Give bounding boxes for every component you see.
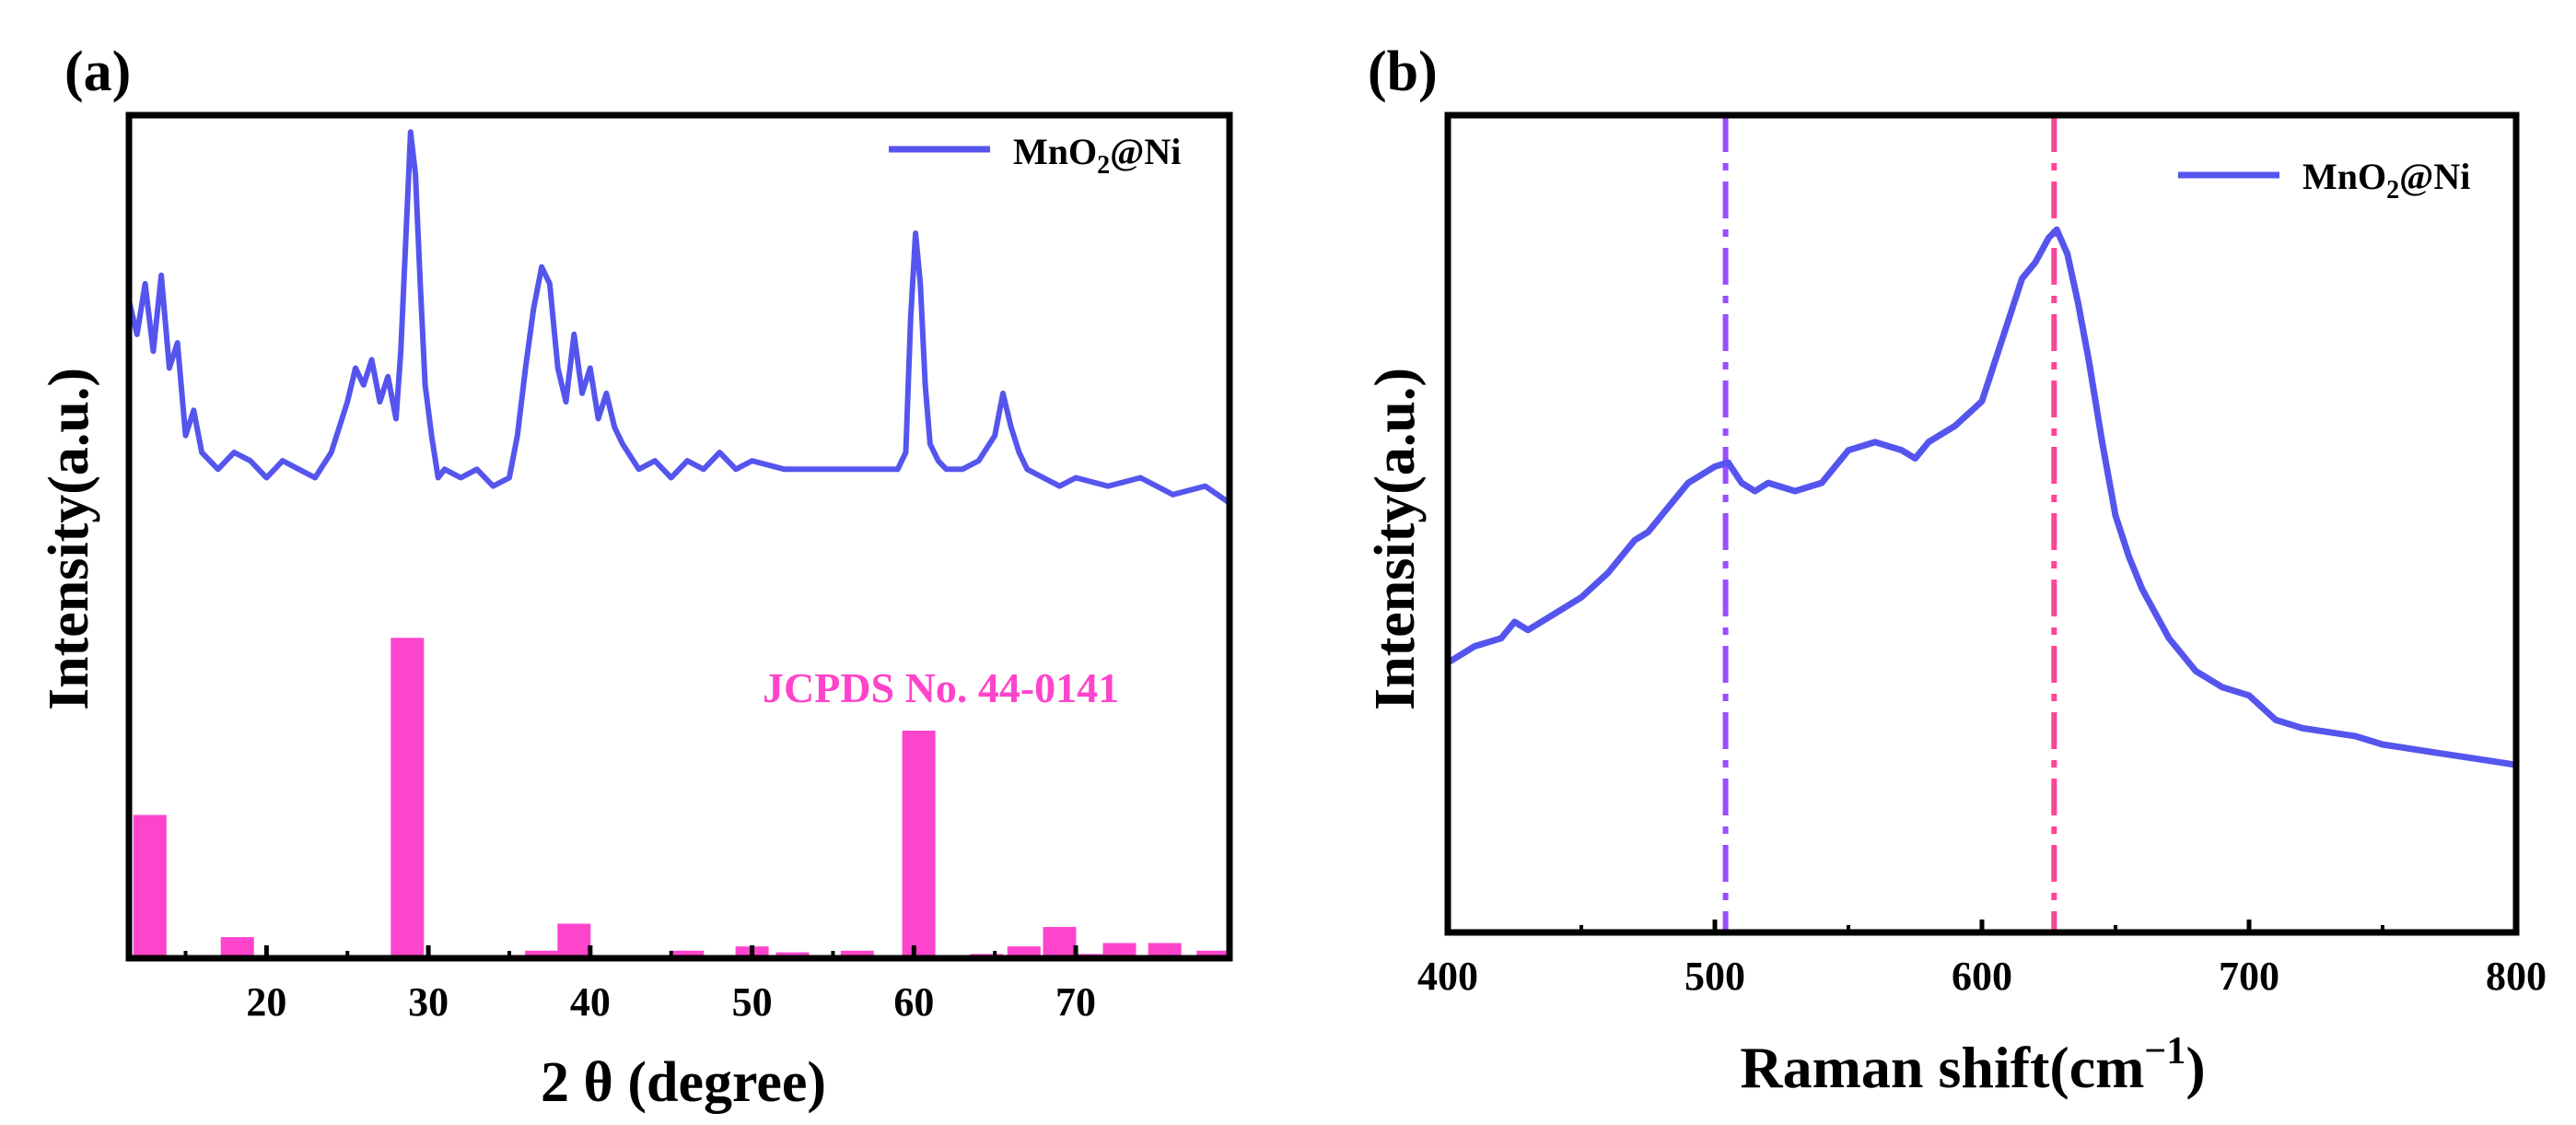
x-tick-label: 20 <box>246 979 286 1025</box>
reference-bar <box>557 923 591 958</box>
panel-a-x-ticks: 20 30 40 50 60 70 <box>183 945 1096 1025</box>
x-tick-label: 800 <box>2486 954 2547 999</box>
reference-bar <box>1148 943 1182 958</box>
panel-a-ylabel: Intensity(a.u.) <box>38 368 100 710</box>
x-tick-label: 30 <box>408 979 449 1025</box>
x-tick-label: 60 <box>893 979 934 1025</box>
reference-bar <box>525 950 559 958</box>
x-tick-label: 70 <box>1055 979 1096 1025</box>
reference-bar <box>1196 950 1230 958</box>
reference-bar <box>1043 927 1077 958</box>
panel-b-series-line <box>1446 226 2517 768</box>
panel-a: (a) Intensity(a.u.) 2 θ (degree) JCPDS N… <box>38 41 1233 1114</box>
reference-bar <box>220 937 254 958</box>
reference-bar <box>1102 943 1136 958</box>
reference-bar <box>902 731 936 958</box>
panel-b-axes-frame <box>1444 111 2520 936</box>
panel-b-legend-text: MnO2@Ni <box>2302 156 2470 205</box>
reference-bar <box>670 950 705 958</box>
x-tick-label: 500 <box>1684 954 1745 999</box>
x-tick-label: 40 <box>570 979 611 1025</box>
x-tick-label: 700 <box>2219 954 2279 999</box>
panel-a-reference-label: JCPDS No. 44-0141 <box>763 664 1119 711</box>
panel-b-x-ticks: 400 500 600 700 800 <box>1417 920 2547 999</box>
panel-a-legend-text: MnO2@Ni <box>1013 131 1181 180</box>
reference-bar <box>840 950 874 958</box>
panel-a-label: (a) <box>64 41 131 103</box>
panel-a-axes-frame <box>125 111 1233 962</box>
x-tick-label: 600 <box>1952 954 2012 999</box>
reference-bar <box>390 638 425 958</box>
x-tick-label: 50 <box>732 979 773 1025</box>
panel-b: (b) Intensity(a.u.) Raman shift(cm−1) Mn… <box>1364 41 2547 1100</box>
x-tick-label: 400 <box>1417 954 1478 999</box>
panel-b-label: (b) <box>1368 41 1438 103</box>
panel-a-series-line <box>126 129 1231 506</box>
panel-a-xlabel: 2 θ (degree) <box>541 1051 826 1114</box>
panel-b-xlabel: Raman shift(cm−1) <box>1740 1030 2205 1100</box>
panel-b-reference-lines <box>1722 115 2057 932</box>
reference-bar <box>133 814 167 958</box>
panel-b-ylabel: Intensity(a.u.) <box>1364 368 1427 710</box>
